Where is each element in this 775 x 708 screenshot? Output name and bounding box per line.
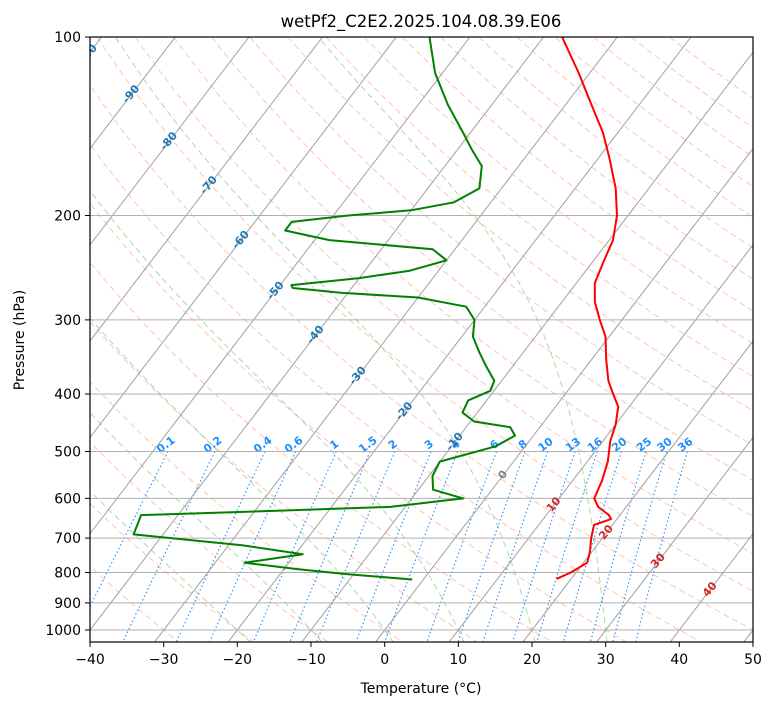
plot-frame (89, 36, 754, 643)
dry-adiabat-line (96, 37, 753, 592)
x-tick-label: −20 (223, 652, 253, 668)
y-tick-label: 200 (54, 209, 81, 225)
dry-adiabat-line (249, 37, 753, 446)
moist-adiabat-line (114, 37, 536, 642)
x-tick-label: −10 (296, 652, 326, 668)
dry-adiabat-line (90, 502, 254, 642)
y-tick-label: 600 (54, 491, 81, 507)
y-tick-label: 100 (54, 30, 81, 46)
dry-adiabat-line (135, 37, 753, 554)
moist-adiabat-line (90, 189, 465, 642)
y-tick-label: 400 (54, 387, 81, 403)
y-tick-label: 1000 (45, 623, 81, 639)
dry-adiabat-line (287, 37, 753, 412)
dry-adiabat-line (173, 37, 753, 518)
y-tick-label: 500 (54, 445, 81, 461)
y-tick-label: 700 (54, 531, 81, 547)
moist-adiabat-line (317, 37, 608, 642)
x-tick-label: 10 (449, 652, 467, 668)
x-tick-label: 40 (670, 652, 688, 668)
moist-adiabat-line (90, 317, 394, 642)
y-tick-label: 800 (54, 566, 81, 582)
isotherm-line (90, 37, 250, 246)
dry-adiabat-line (478, 37, 753, 249)
x-tick-label: 0 (380, 652, 389, 668)
dry-adiabat-line (364, 37, 753, 345)
isotherm-line (669, 532, 753, 642)
mixing-ratio-line (122, 451, 216, 642)
mixing-ratio-line (252, 451, 337, 642)
x-tick-label: 20 (523, 652, 541, 668)
dry-adiabat-line (325, 37, 753, 378)
y-tick-label: 300 (54, 313, 81, 329)
moist-adiabat-line (90, 490, 251, 642)
isotherm-line (153, 37, 618, 642)
isotherm-line (374, 147, 753, 642)
mixing-ratio-line (316, 451, 396, 642)
isotherm-line (90, 37, 323, 342)
isotherm-line (90, 37, 471, 535)
axes: −40 −30 −20 −10 0 10 20 30 40 50 100 200 300 400 500 60… (45, 30, 762, 668)
x-tick-label: −30 (149, 652, 179, 668)
mixing-ratio-line (512, 451, 576, 642)
mixing-ratio-line (482, 451, 549, 642)
isotherm-line (301, 51, 753, 642)
x-tick-label: 50 (744, 652, 762, 668)
mixing-ratio-line (536, 451, 598, 642)
isotherm-line (522, 340, 753, 642)
x-axis-title: Temperature (°C) (360, 681, 482, 697)
isotherm-line (90, 37, 176, 150)
x-tick-label: 30 (597, 652, 615, 668)
dry-adiabat-line (90, 143, 703, 642)
dry-adiabat-line (90, 202, 628, 642)
y-tick-label: 900 (54, 596, 81, 612)
moist-adiabat-line (90, 411, 323, 642)
mixing-ratio-line (457, 451, 526, 642)
mixing-ratio-line (562, 451, 623, 642)
dry-adiabat-line (554, 37, 753, 188)
dry-adiabat-line (90, 261, 553, 642)
isotherm-line (90, 37, 397, 439)
profile-line (555, 37, 620, 580)
mixing-ratio-line (635, 451, 689, 642)
isotherm-line (227, 37, 692, 642)
profile-line (132, 37, 516, 581)
dry-adiabat-line (90, 84, 753, 631)
mixing-ratio-line (612, 451, 668, 642)
dry-adiabat-line (440, 37, 753, 280)
mixing-ratio-line (289, 451, 371, 642)
x-tick-label: −40 (75, 652, 105, 668)
isotherm-line (595, 436, 753, 642)
y-axis-title: Pressure (hPa) (12, 290, 28, 390)
plot-background (90, 37, 753, 642)
isotherm-line (448, 244, 753, 642)
mixing-ratio-line (589, 451, 647, 642)
dry-adiabat-line (90, 320, 478, 642)
chart-title: wetPf2_C2E2.2025.104.08.39.E06 (281, 12, 562, 32)
